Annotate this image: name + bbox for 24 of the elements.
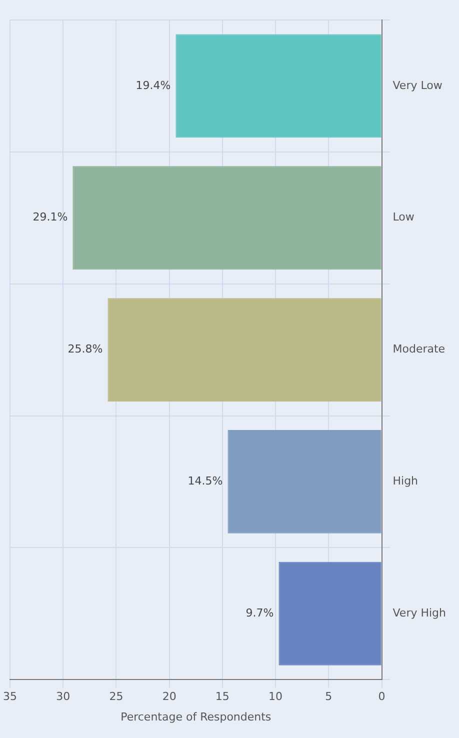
- data-label: 25.8%: [68, 342, 103, 356]
- bar: [72, 166, 382, 270]
- x-axis-title: Percentage of Respondents: [120, 710, 272, 724]
- x-tick-label: 35: [3, 690, 17, 704]
- x-tick-label: 10: [268, 690, 283, 704]
- bar: [108, 298, 382, 402]
- x-tick-label: 15: [215, 690, 230, 704]
- data-label: 9.7%: [246, 606, 274, 620]
- x-tick-label: 5: [325, 690, 332, 704]
- bar: [278, 562, 382, 666]
- data-label: 29.1%: [32, 210, 68, 224]
- y-tick-label: Moderate: [392, 342, 446, 356]
- x-tick-label: 30: [56, 690, 70, 704]
- bar: [228, 430, 382, 534]
- x-tick-label: 25: [109, 690, 124, 704]
- x-tick-label: 0: [378, 690, 386, 704]
- data-label: 14.5%: [188, 474, 223, 488]
- y-tick-label: Very High: [392, 606, 446, 620]
- data-label: 19.4%: [136, 78, 171, 92]
- y-tick-label: Low: [392, 210, 414, 224]
- bar: [176, 34, 382, 138]
- x-tick-label: 20: [162, 690, 176, 704]
- y-tick-label: Very Low: [392, 78, 442, 92]
- y-tick-label: High: [392, 474, 418, 488]
